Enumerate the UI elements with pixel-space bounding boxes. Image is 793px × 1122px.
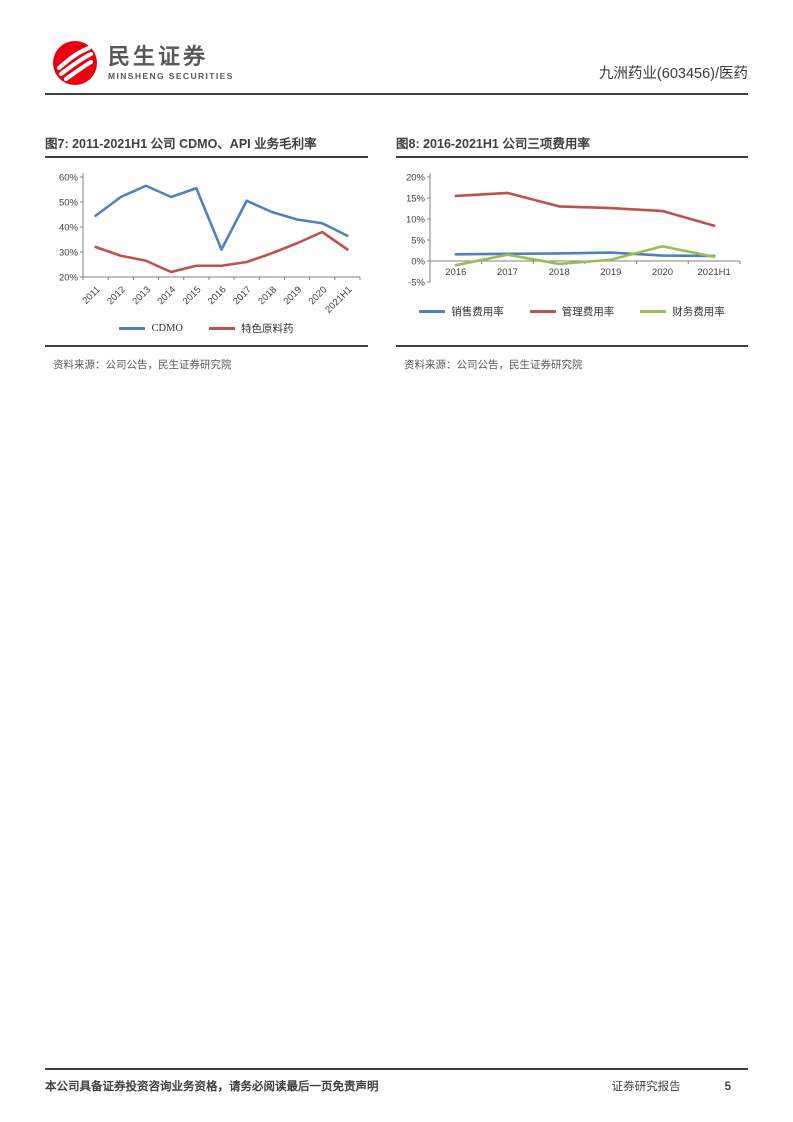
svg-text:2021H1: 2021H1 [698,267,731,278]
svg-text:0%: 0% [411,257,425,268]
legend-item: 管理费用率 [529,304,615,319]
svg-text:2018: 2018 [256,284,279,307]
minsheng-logo: 民生证券 MINSHENG SECURITIES [52,40,234,86]
legend-line-swatch [419,310,446,313]
legend-item: 销售费用率 [419,304,504,319]
legend-label: 销售费用率 [451,307,504,318]
figure-7-bottom-rule [45,345,368,347]
gross-margin-line-chart: 20%30%40%50%60%2011 2012 2013 2014 2015 2016 2… [59,173,361,316]
legend-line-swatch [209,327,235,330]
svg-text:-5%: -5% [408,278,425,289]
stock-label: 九洲药业(603456)/医药 [598,66,748,82]
expense-ratio-line-chart: -5% 0% 5% 10% 15% 20% 2016 2017 2018 2019 2020 2021… [406,173,741,289]
svg-text:2016: 2016 [445,267,466,278]
svg-text:2017: 2017 [497,267,518,278]
footer-right: 证券研究报告 5 [612,1078,731,1094]
svg-text:2016: 2016 [206,284,229,307]
legend-item: CDMO [119,323,183,334]
svg-text:20%: 20% [59,273,79,284]
legend-line-swatch [119,327,146,330]
svg-text:5%: 5% [411,236,425,247]
legend-label: 财务费用率 [672,307,725,318]
svg-text:10%: 10% [406,215,426,226]
figure-7-legend: CDMO 特色原料药 [45,321,368,336]
svg-text:50%: 50% [59,198,79,209]
header-rule [45,93,748,95]
svg-text:2011: 2011 [80,284,102,306]
svg-text:2015: 2015 [181,284,204,307]
svg-text:2020: 2020 [652,267,673,278]
figure-8-legend: 销售费用率 管理费用率 财务费用率 [396,304,748,319]
svg-text:2021H1: 2021H1 [323,284,354,315]
legend-line-swatch [640,310,667,313]
svg-text:2013: 2013 [130,284,153,307]
svg-text:2014: 2014 [156,284,179,307]
svg-text:30%: 30% [59,248,79,259]
svg-text:60%: 60% [59,173,79,184]
logo-text: 民生证券 MINSHENG SECURITIES [108,44,234,82]
minsheng-logo-icon [53,41,97,85]
svg-text:2019: 2019 [281,284,304,307]
svg-text:2012: 2012 [105,284,128,307]
figure-8-expense-ratio: 图8: 2016-2021H1 公司三项费用率 -5% 0% 5% 10% 15% 20%… [396,133,748,371]
figure-8-source: 资料来源：公司公告，民生证券研究院 [404,359,583,371]
svg-text:2020: 2020 [307,284,330,307]
brand-name-cn: 民生证券 [108,44,209,69]
svg-text:40%: 40% [59,223,79,234]
legend-label: 管理费用率 [561,307,615,318]
figure-7-source: 资料来源：公司公告，民生证券研究院 [53,359,232,371]
legend-item: 特色原料药 [209,321,294,336]
figure-7-gross-margin: 图7: 2011-2021H1 公司 CDMO、API 业务毛利率 20% 30%… [45,133,368,371]
figure-7-title: 图7: 2011-2021H1 公司 CDMO、API 业务毛利率 [45,133,368,158]
svg-text:20%: 20% [406,173,426,184]
svg-text:2018: 2018 [549,267,570,278]
footer-rule [45,1068,748,1070]
figure-8-bottom-rule [396,345,748,347]
svg-text:2017: 2017 [231,284,254,307]
legend-line-swatch [529,310,556,313]
legend-label: CDMO [151,323,183,334]
footer-disclaimer: 本公司具备证券投资咨询业务资格，请务必阅读最后一页免责声明 [45,1081,379,1093]
brand-name-en: MINSHENG SECURITIES [108,71,234,81]
svg-text:15%: 15% [406,194,426,205]
figure-8-title: 图8: 2016-2021H1 公司三项费用率 [396,133,748,158]
page-number: 5 [724,1081,731,1093]
report-type-label: 证券研究报告 [611,1081,681,1093]
legend-item: 财务费用率 [640,304,725,319]
legend-label: 特色原料药 [241,324,294,335]
svg-text:2019: 2019 [600,267,621,278]
